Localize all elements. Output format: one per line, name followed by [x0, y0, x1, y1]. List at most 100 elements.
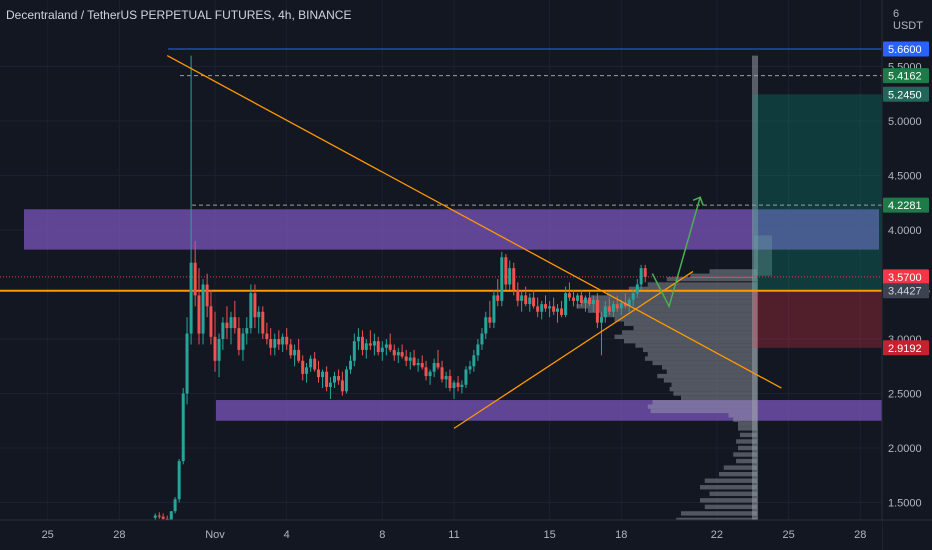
- profile-bar: [681, 511, 757, 516]
- zone-0: [24, 209, 879, 250]
- candle-body: [627, 299, 631, 307]
- candle-body: [349, 360, 353, 370]
- candle-body: [253, 293, 257, 318]
- candle-body: [189, 262, 193, 334]
- x-tick-label: 28: [113, 529, 125, 541]
- profile-bar: [614, 317, 757, 322]
- candle-body: [500, 257, 504, 301]
- price-tag-bg: [883, 197, 929, 213]
- candle-body: [528, 297, 532, 305]
- profile-bar: [624, 339, 757, 344]
- candle-body: [352, 341, 356, 361]
- candle-body: [476, 344, 480, 356]
- candle-body: [388, 344, 392, 350]
- candle-body: [448, 376, 452, 389]
- grid: [0, 0, 882, 520]
- price-tag-label: 4.2281: [888, 200, 922, 212]
- x-tick-label: Nov: [205, 529, 225, 541]
- candle-body: [269, 339, 273, 348]
- candle-body: [440, 367, 444, 380]
- profile-bar: [590, 295, 757, 300]
- profile-bar: [581, 299, 757, 305]
- price-tag-bg: [883, 41, 929, 57]
- candle-body: [404, 356, 408, 361]
- price-tag-label: 3.4427: [888, 286, 922, 298]
- trendlines: [166, 55, 782, 429]
- candle-body: [185, 333, 189, 394]
- candle-body: [516, 289, 520, 301]
- profile-bar: [736, 439, 757, 444]
- candle-body: [607, 306, 611, 312]
- profile-bar: [657, 373, 757, 379]
- profile-bar: [628, 286, 757, 292]
- candle-body: [209, 306, 213, 337]
- candle-body: [484, 317, 488, 334]
- candle-body: [639, 268, 643, 285]
- profile-bar: [600, 312, 757, 318]
- candle-body: [201, 284, 205, 334]
- y-tick-label: 5.0000: [888, 116, 922, 128]
- profile-bar: [736, 458, 757, 464]
- candle-body: [560, 308, 564, 316]
- y-tick-label: 1.5000: [888, 498, 922, 510]
- candle-body: [567, 293, 571, 298]
- candle-body: [237, 328, 241, 350]
- projection-path: [651, 197, 701, 309]
- candlestick-series: [153, 55, 647, 525]
- x-tick-label: 25: [782, 529, 794, 541]
- profile-bar: [669, 386, 757, 392]
- candle-body: [472, 355, 476, 367]
- candle-body: [328, 382, 332, 387]
- axis-unit-label[interactable]: 6 USDT: [893, 8, 932, 32]
- x-tick-label: 18: [615, 529, 627, 541]
- candle-body: [603, 306, 607, 318]
- candle-body: [233, 317, 237, 329]
- candle-body: [591, 299, 595, 305]
- candle-body: [588, 297, 592, 305]
- candle-body: [552, 306, 556, 312]
- x-tick-label: 8: [379, 529, 385, 541]
- profile-bar: [647, 404, 757, 409]
- x-tick-label: 4: [284, 529, 290, 541]
- profile-bar: [738, 445, 757, 451]
- top-tick-label: 6: [893, 8, 900, 20]
- candle-body: [181, 393, 185, 462]
- profile-bar: [576, 304, 757, 309]
- profile-bar: [700, 498, 757, 503]
- profile-bar: [647, 352, 757, 357]
- x-tick-label: 11: [448, 529, 459, 541]
- candle-body: [245, 328, 249, 334]
- candle-body: [309, 358, 313, 368]
- candle-body: [257, 311, 261, 318]
- candle-body: [412, 357, 416, 366]
- candle-body: [619, 303, 623, 309]
- price-tag-label: 5.2450: [888, 89, 922, 101]
- candle-body: [325, 371, 329, 387]
- candle-body: [452, 382, 456, 389]
- profile-bar: [671, 382, 757, 387]
- candle-body: [583, 297, 587, 304]
- profile-bar: [754, 235, 772, 276]
- candle-body: [277, 339, 281, 345]
- candle-body: [193, 262, 197, 296]
- candle-body: [520, 295, 524, 301]
- candle-body: [631, 293, 635, 300]
- profile-bar: [635, 343, 757, 348]
- price-tag-bg: [883, 68, 929, 84]
- candle-body: [340, 380, 344, 392]
- candle-body: [524, 295, 528, 305]
- candle-body: [293, 349, 297, 356]
- profile-bar: [723, 465, 757, 470]
- candle-body: [273, 339, 277, 348]
- profile-bar: [624, 321, 757, 326]
- candle-body: [444, 376, 448, 380]
- profile-bar: [622, 330, 757, 335]
- candle-body: [532, 297, 536, 307]
- candle-body: [249, 293, 253, 329]
- candle-body: [157, 515, 161, 517]
- candle-body: [169, 511, 173, 520]
- candle-body: [213, 336, 217, 361]
- candle-body: [643, 268, 647, 277]
- candle-body: [488, 317, 492, 323]
